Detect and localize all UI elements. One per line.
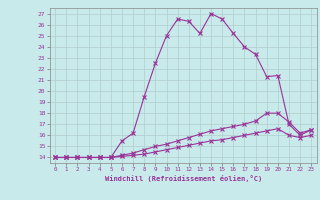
X-axis label: Windchill (Refroidissement éolien,°C): Windchill (Refroidissement éolien,°C) <box>105 175 262 182</box>
